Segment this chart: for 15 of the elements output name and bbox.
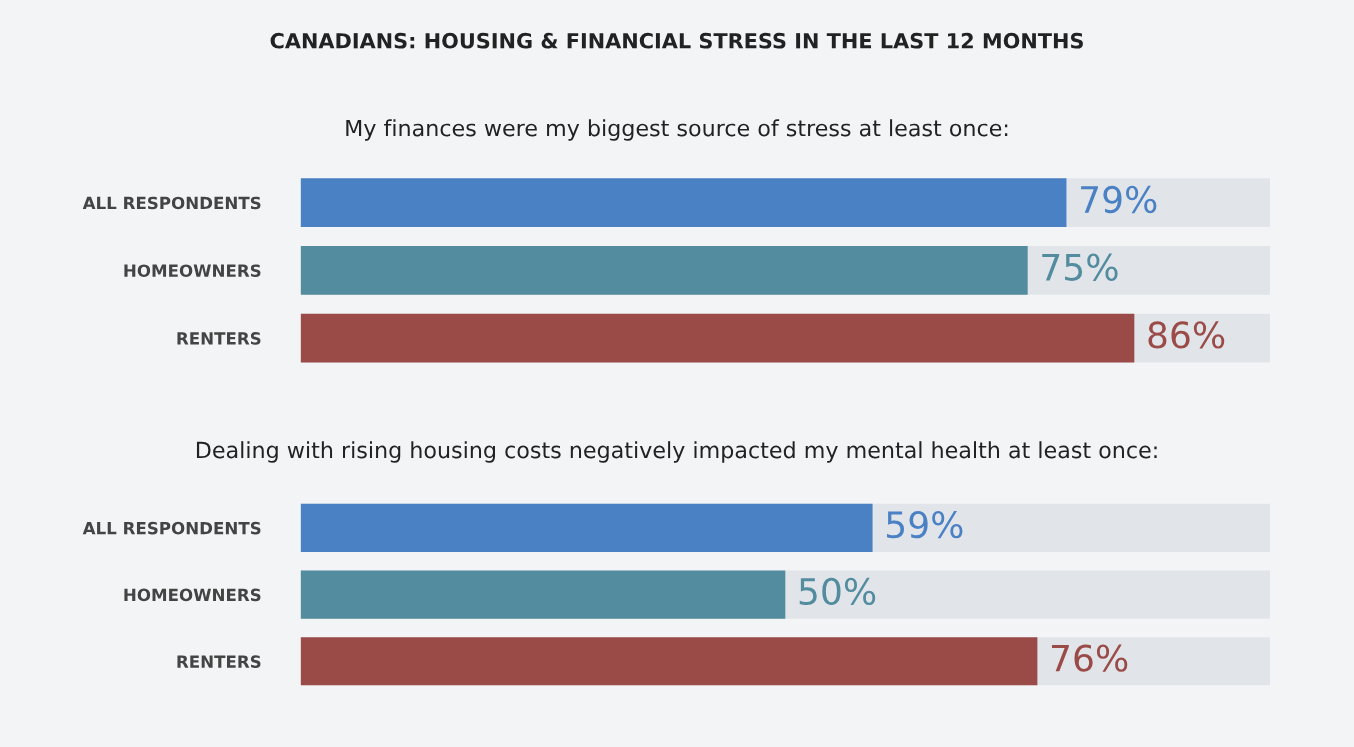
y-tick-label: ALL RESPONDENTS (82, 196, 261, 210)
data-label: 79% (1081, 185, 1157, 214)
data-label: 76% (1051, 644, 1128, 672)
chart-title: CANADIANS: HOUSING & FINANCIAL STRESS IN THE LAST 12 MONTHS (270, 32, 1083, 49)
data-label: 50% (799, 577, 876, 606)
y-tick-label: ALL RESPONDENTS (82, 521, 261, 535)
data-label: 75% (1042, 253, 1118, 281)
chart-title: Dealing with rising housing costs negatively impacted my mental health at least once: (196, 441, 1157, 463)
data-label: 59% (886, 511, 963, 539)
y-tick-label: HOMEOWNERS (124, 264, 261, 277)
y-tick-label: HOMEOWNERS (124, 588, 261, 602)
chart-subtitle: My finances were my biggest source of stress at least once: (346, 119, 1008, 141)
y-tick-label: RENTERS (177, 332, 261, 345)
data-label: 86% (1148, 321, 1225, 349)
y-tick-label: RENTERS (177, 655, 261, 668)
